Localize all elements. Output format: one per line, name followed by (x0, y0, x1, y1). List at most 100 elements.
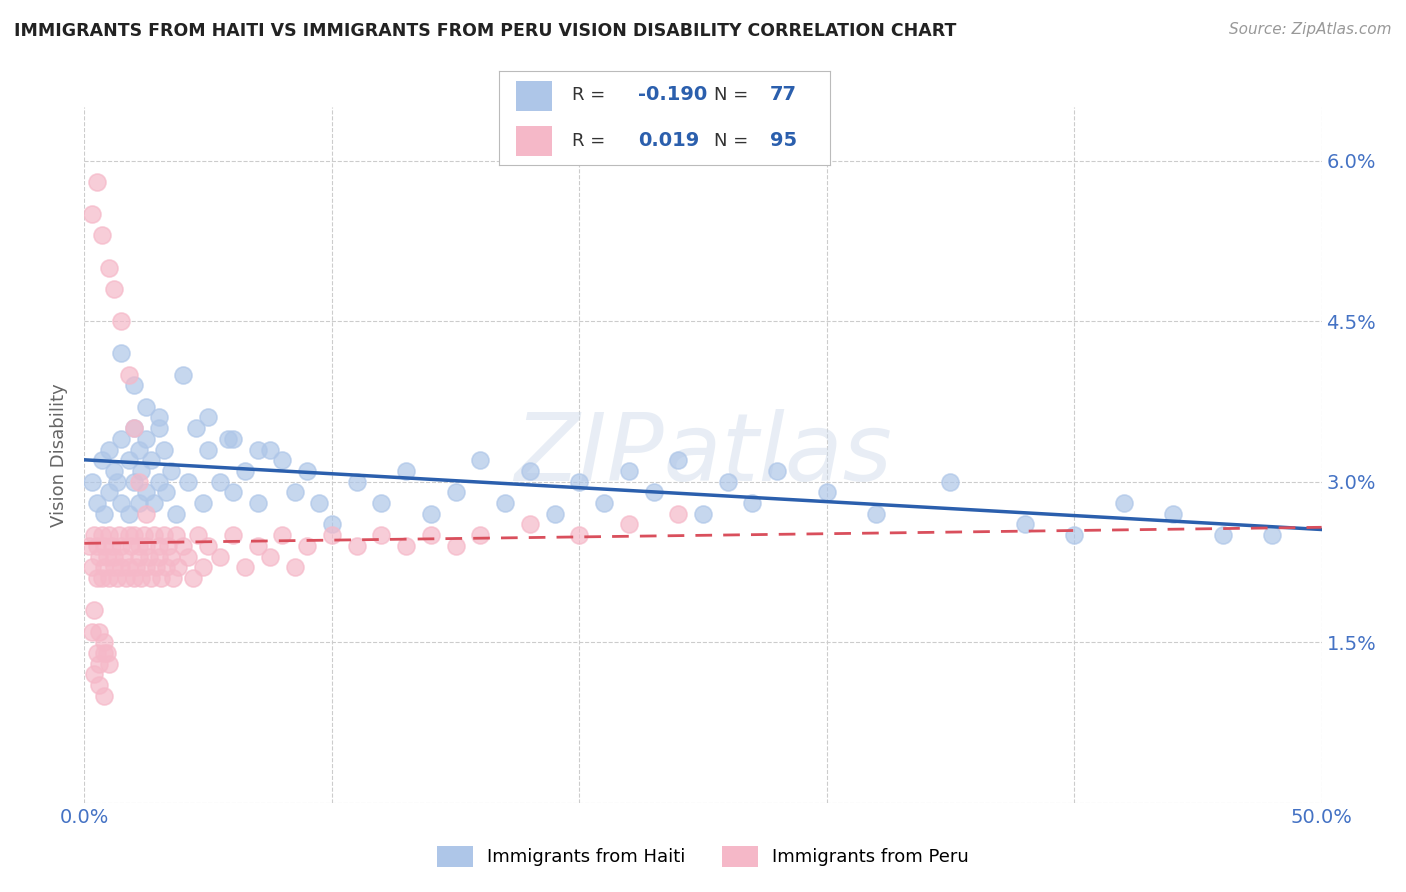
Point (815, 485, 838, 500)
Text: R =: R = (572, 86, 610, 103)
Point (1261, 528, 1284, 542)
Point (128, 549, 150, 564)
Point (83, 603, 105, 617)
Point (295, 539, 318, 553)
Point (181, 571, 204, 585)
Point (148, 421, 170, 435)
Text: IMMIGRANTS FROM HAITI VS IMMIGRANTS FROM PERU VISION DISABILITY CORRELATION CHAR: IMMIGRANTS FROM HAITI VS IMMIGRANTS FROM… (14, 22, 956, 40)
Point (295, 464, 318, 478)
Point (89, 549, 111, 564)
Point (80, 624, 103, 639)
Point (135, 507, 157, 521)
Point (217, 432, 239, 446)
Point (172, 368, 194, 382)
Point (191, 496, 214, 510)
Point (177, 549, 200, 564)
Point (128, 442, 150, 457)
Point (167, 560, 190, 574)
Text: 95: 95 (770, 131, 797, 150)
Point (165, 528, 187, 542)
Point (90, 571, 112, 585)
Point (165, 507, 187, 521)
Point (271, 528, 294, 542)
Text: Source: ZipAtlas.com: Source: ZipAtlas.com (1229, 22, 1392, 37)
Point (90, 228, 112, 243)
Text: -0.190: -0.190 (638, 86, 707, 104)
Point (444, 539, 467, 553)
Point (419, 528, 441, 542)
Point (444, 485, 467, 500)
Point (543, 507, 565, 521)
Point (308, 496, 330, 510)
Point (187, 528, 209, 542)
Point (93, 507, 115, 521)
Point (89, 624, 111, 639)
Point (1063, 528, 1085, 542)
Point (1014, 517, 1036, 532)
Point (98, 260, 121, 275)
Point (643, 485, 665, 500)
Point (89, 657, 111, 671)
Text: 77: 77 (770, 86, 797, 104)
Point (1212, 528, 1234, 542)
Point (93, 635, 115, 649)
Point (160, 464, 183, 478)
Point (222, 528, 245, 542)
Point (152, 528, 174, 542)
Point (142, 528, 165, 542)
Point (98, 657, 121, 671)
Point (246, 442, 269, 457)
Point (110, 346, 132, 360)
Point (83, 528, 105, 542)
Point (395, 539, 418, 553)
Point (370, 496, 392, 510)
Point (80, 560, 103, 574)
Text: N =: N = (714, 86, 754, 103)
Point (519, 517, 541, 532)
Point (148, 410, 170, 425)
Point (118, 507, 141, 521)
Point (129, 464, 152, 478)
Point (98, 571, 121, 585)
Point (246, 539, 269, 553)
Point (80, 207, 103, 221)
Point (110, 314, 132, 328)
Point (141, 453, 163, 467)
Point (271, 453, 294, 467)
Point (103, 464, 125, 478)
Point (717, 475, 740, 489)
Point (110, 560, 132, 574)
Point (160, 549, 183, 564)
Point (145, 560, 167, 574)
Point (103, 549, 125, 564)
Point (184, 421, 207, 435)
Point (93, 560, 115, 574)
Point (157, 539, 180, 553)
Point (692, 507, 714, 521)
Point (118, 560, 141, 574)
Point (129, 571, 152, 585)
Point (142, 496, 165, 510)
Point (80, 475, 103, 489)
Point (98, 442, 121, 457)
Point (86, 175, 108, 189)
Point (83, 667, 105, 681)
Point (100, 539, 122, 553)
Point (89, 678, 111, 692)
Legend: Immigrants from Haiti, Immigrants from Peru: Immigrants from Haiti, Immigrants from P… (430, 838, 976, 874)
Point (419, 507, 441, 521)
Point (86, 646, 108, 660)
Point (1112, 496, 1135, 510)
Point (209, 549, 232, 564)
Point (118, 453, 141, 467)
Point (86, 571, 108, 585)
Point (105, 571, 128, 585)
Point (155, 560, 177, 574)
Point (96, 549, 118, 564)
Point (128, 475, 150, 489)
Point (519, 464, 541, 478)
Point (222, 432, 245, 446)
Point (177, 475, 200, 489)
Point (122, 475, 145, 489)
Point (321, 517, 343, 532)
